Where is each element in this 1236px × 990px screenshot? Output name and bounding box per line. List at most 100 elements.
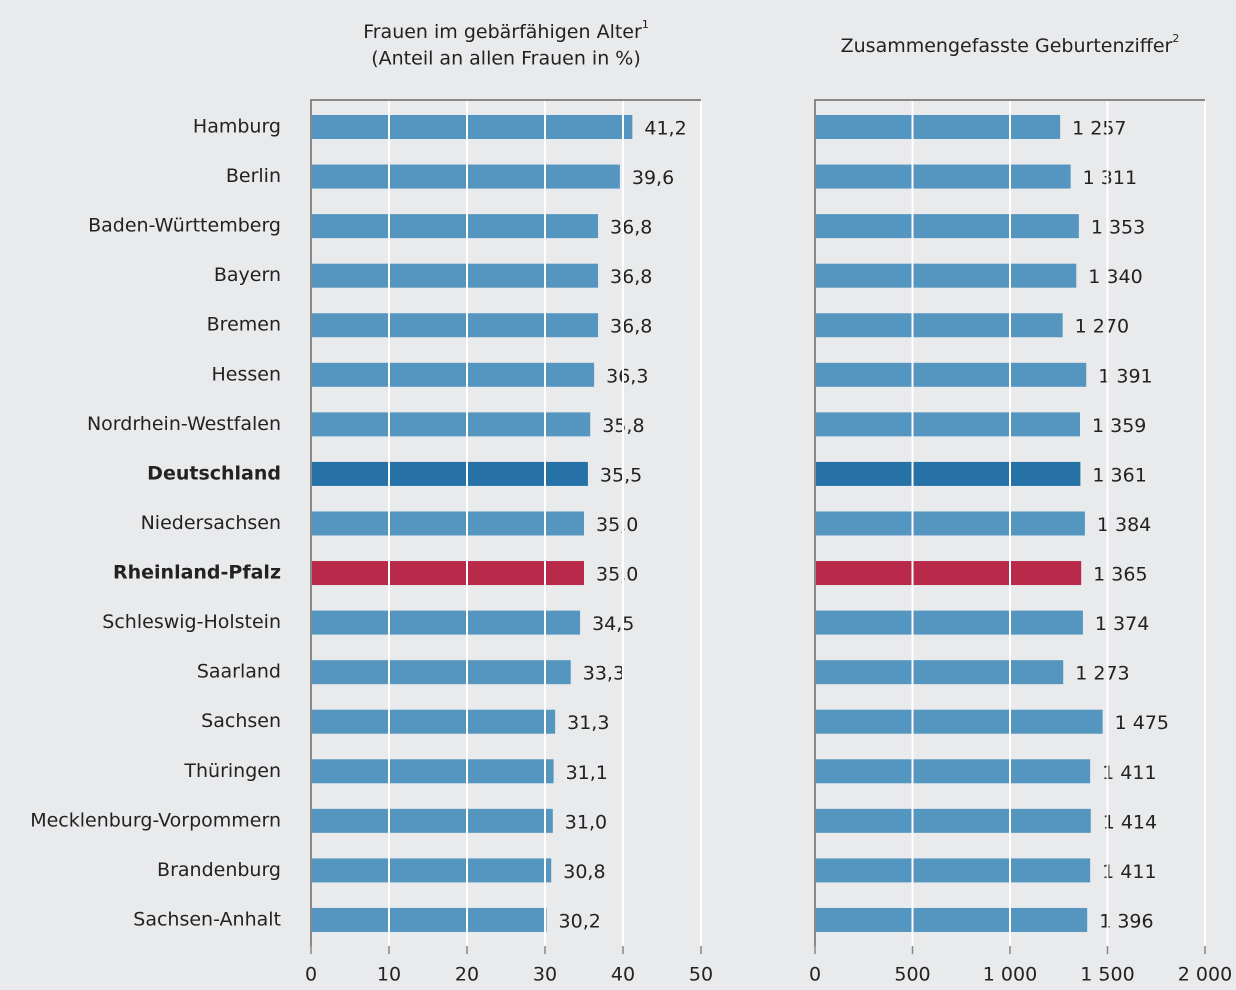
bar [311, 610, 581, 635]
bar [311, 412, 591, 437]
value-label: 30,2 [559, 910, 601, 932]
chart-subtitle: (Anteil an allen Frauen in %) [371, 48, 641, 70]
value-label: 31,3 [567, 712, 609, 734]
category-label: Berlin [226, 165, 281, 187]
bar [311, 214, 599, 239]
value-label: 1 365 [1093, 564, 1147, 586]
title-footnote: 2 [1172, 32, 1179, 45]
value-label: 34,5 [592, 613, 634, 635]
value-label: 31,0 [565, 811, 607, 833]
bar [815, 214, 1079, 239]
bar [311, 858, 552, 883]
bar [311, 511, 584, 536]
value-label: 33,3 [583, 663, 625, 685]
bar [815, 263, 1077, 288]
x-tick-label: 500 [894, 964, 930, 986]
bar [815, 709, 1103, 734]
bar [815, 610, 1083, 635]
value-label: 36,8 [610, 316, 652, 338]
title-footnote: 1 [642, 18, 649, 31]
x-tick-label: 40 [611, 964, 635, 986]
x-tick-label: 30 [533, 964, 557, 986]
plot-frame [310, 99, 701, 946]
value-label: 1 414 [1103, 811, 1157, 833]
value-label: 1 411 [1102, 861, 1156, 883]
value-label: 30,8 [563, 861, 605, 883]
value-label: 1 311 [1083, 167, 1137, 189]
value-label: 1 257 [1072, 118, 1126, 140]
bar [311, 164, 620, 189]
chart-title: Zusammengefasste Geburtenziffer2 [841, 32, 1180, 57]
category-label: Sachsen [201, 710, 281, 732]
category-label: Saarland [197, 661, 281, 683]
value-label: 1 396 [1099, 910, 1153, 932]
x-tick-label: 0 [305, 964, 317, 986]
category-label: Baden-Württemberg [88, 215, 281, 237]
category-label: Brandenburg [157, 859, 281, 881]
category-label: Niedersachsen [141, 512, 281, 534]
chart-title-text: Zusammengefasste Geburtenziffer [841, 35, 1173, 57]
category-label: Thüringen [183, 760, 281, 782]
x-tick-label: 1 500 [1080, 964, 1134, 986]
bar [311, 313, 599, 338]
bar [815, 362, 1087, 387]
category-label: Hamburg [193, 116, 281, 138]
value-label: 35,0 [596, 514, 638, 536]
bar [311, 115, 633, 139]
value-label: 39,6 [632, 167, 674, 189]
value-label: 1 411 [1102, 762, 1156, 784]
value-label: 41,2 [644, 118, 686, 140]
value-label: 1 270 [1075, 316, 1129, 338]
x-tick-label: 2 000 [1178, 964, 1232, 986]
bar [311, 461, 588, 486]
category-label: Bremen [207, 314, 281, 336]
value-label: 36,8 [610, 217, 652, 239]
category-label: Sachsen-Anhalt [133, 908, 281, 930]
value-label: 1 273 [1075, 663, 1129, 685]
category-label: Rheinland-Pfalz [113, 562, 281, 584]
value-label: 36,3 [606, 365, 648, 387]
value-label: 1 340 [1088, 266, 1142, 288]
value-label: 35,0 [596, 564, 638, 586]
value-label: 1 391 [1098, 365, 1152, 387]
bar [311, 709, 556, 734]
bar [815, 115, 1061, 139]
chart-title: Frauen im gebärfähigen Alter1 [363, 18, 649, 43]
bar [815, 660, 1064, 685]
value-label: 36,8 [610, 266, 652, 288]
bar [815, 907, 1088, 932]
bar [815, 511, 1085, 536]
category-label: Hessen [211, 363, 281, 385]
x-tick-label: 1 000 [983, 964, 1037, 986]
bar [311, 263, 599, 288]
bar [815, 759, 1091, 784]
bar [815, 412, 1081, 437]
bar [311, 362, 595, 387]
x-tick-label: 50 [689, 964, 713, 986]
value-label: 1 353 [1091, 217, 1145, 239]
bar [311, 660, 571, 685]
chart-title-text: Frauen im gebärfähigen Alter [363, 21, 642, 43]
plot-frame [814, 99, 1205, 946]
value-label: 35,5 [600, 464, 642, 486]
x-tick-label: 20 [455, 964, 479, 986]
bar [311, 907, 547, 932]
category-label: Nordrhein-Westfalen [87, 413, 281, 435]
bar [815, 561, 1082, 586]
category-label: Deutschland [147, 462, 281, 484]
value-label: 31,1 [566, 762, 608, 784]
value-label: 1 359 [1092, 415, 1146, 437]
x-tick-label: 10 [377, 964, 401, 986]
value-label: 1 475 [1115, 712, 1169, 734]
x-tick-label: 0 [809, 964, 821, 986]
bar [815, 313, 1063, 338]
category-label: Schleswig-Holstein [102, 611, 281, 633]
value-label: 1 374 [1095, 613, 1149, 635]
bar [815, 461, 1081, 486]
bar [311, 759, 554, 784]
value-label: 1 384 [1097, 514, 1151, 536]
bar [311, 808, 553, 833]
